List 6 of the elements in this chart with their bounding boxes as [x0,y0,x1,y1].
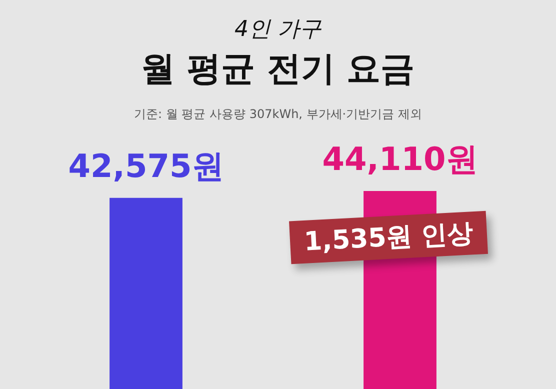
data-label: 44,110원 [322,140,478,178]
chart-title: 월 평균 전기 요금 [140,48,416,91]
annotation: 1,535원 인상 [289,210,488,264]
chart-subtitle: 4인 가구 [234,16,322,44]
text: 기준: 월 평균 사용량 307kWh, 부가세·기반기금 제외 [133,106,423,123]
data-label: 42,575원 [68,146,224,185]
